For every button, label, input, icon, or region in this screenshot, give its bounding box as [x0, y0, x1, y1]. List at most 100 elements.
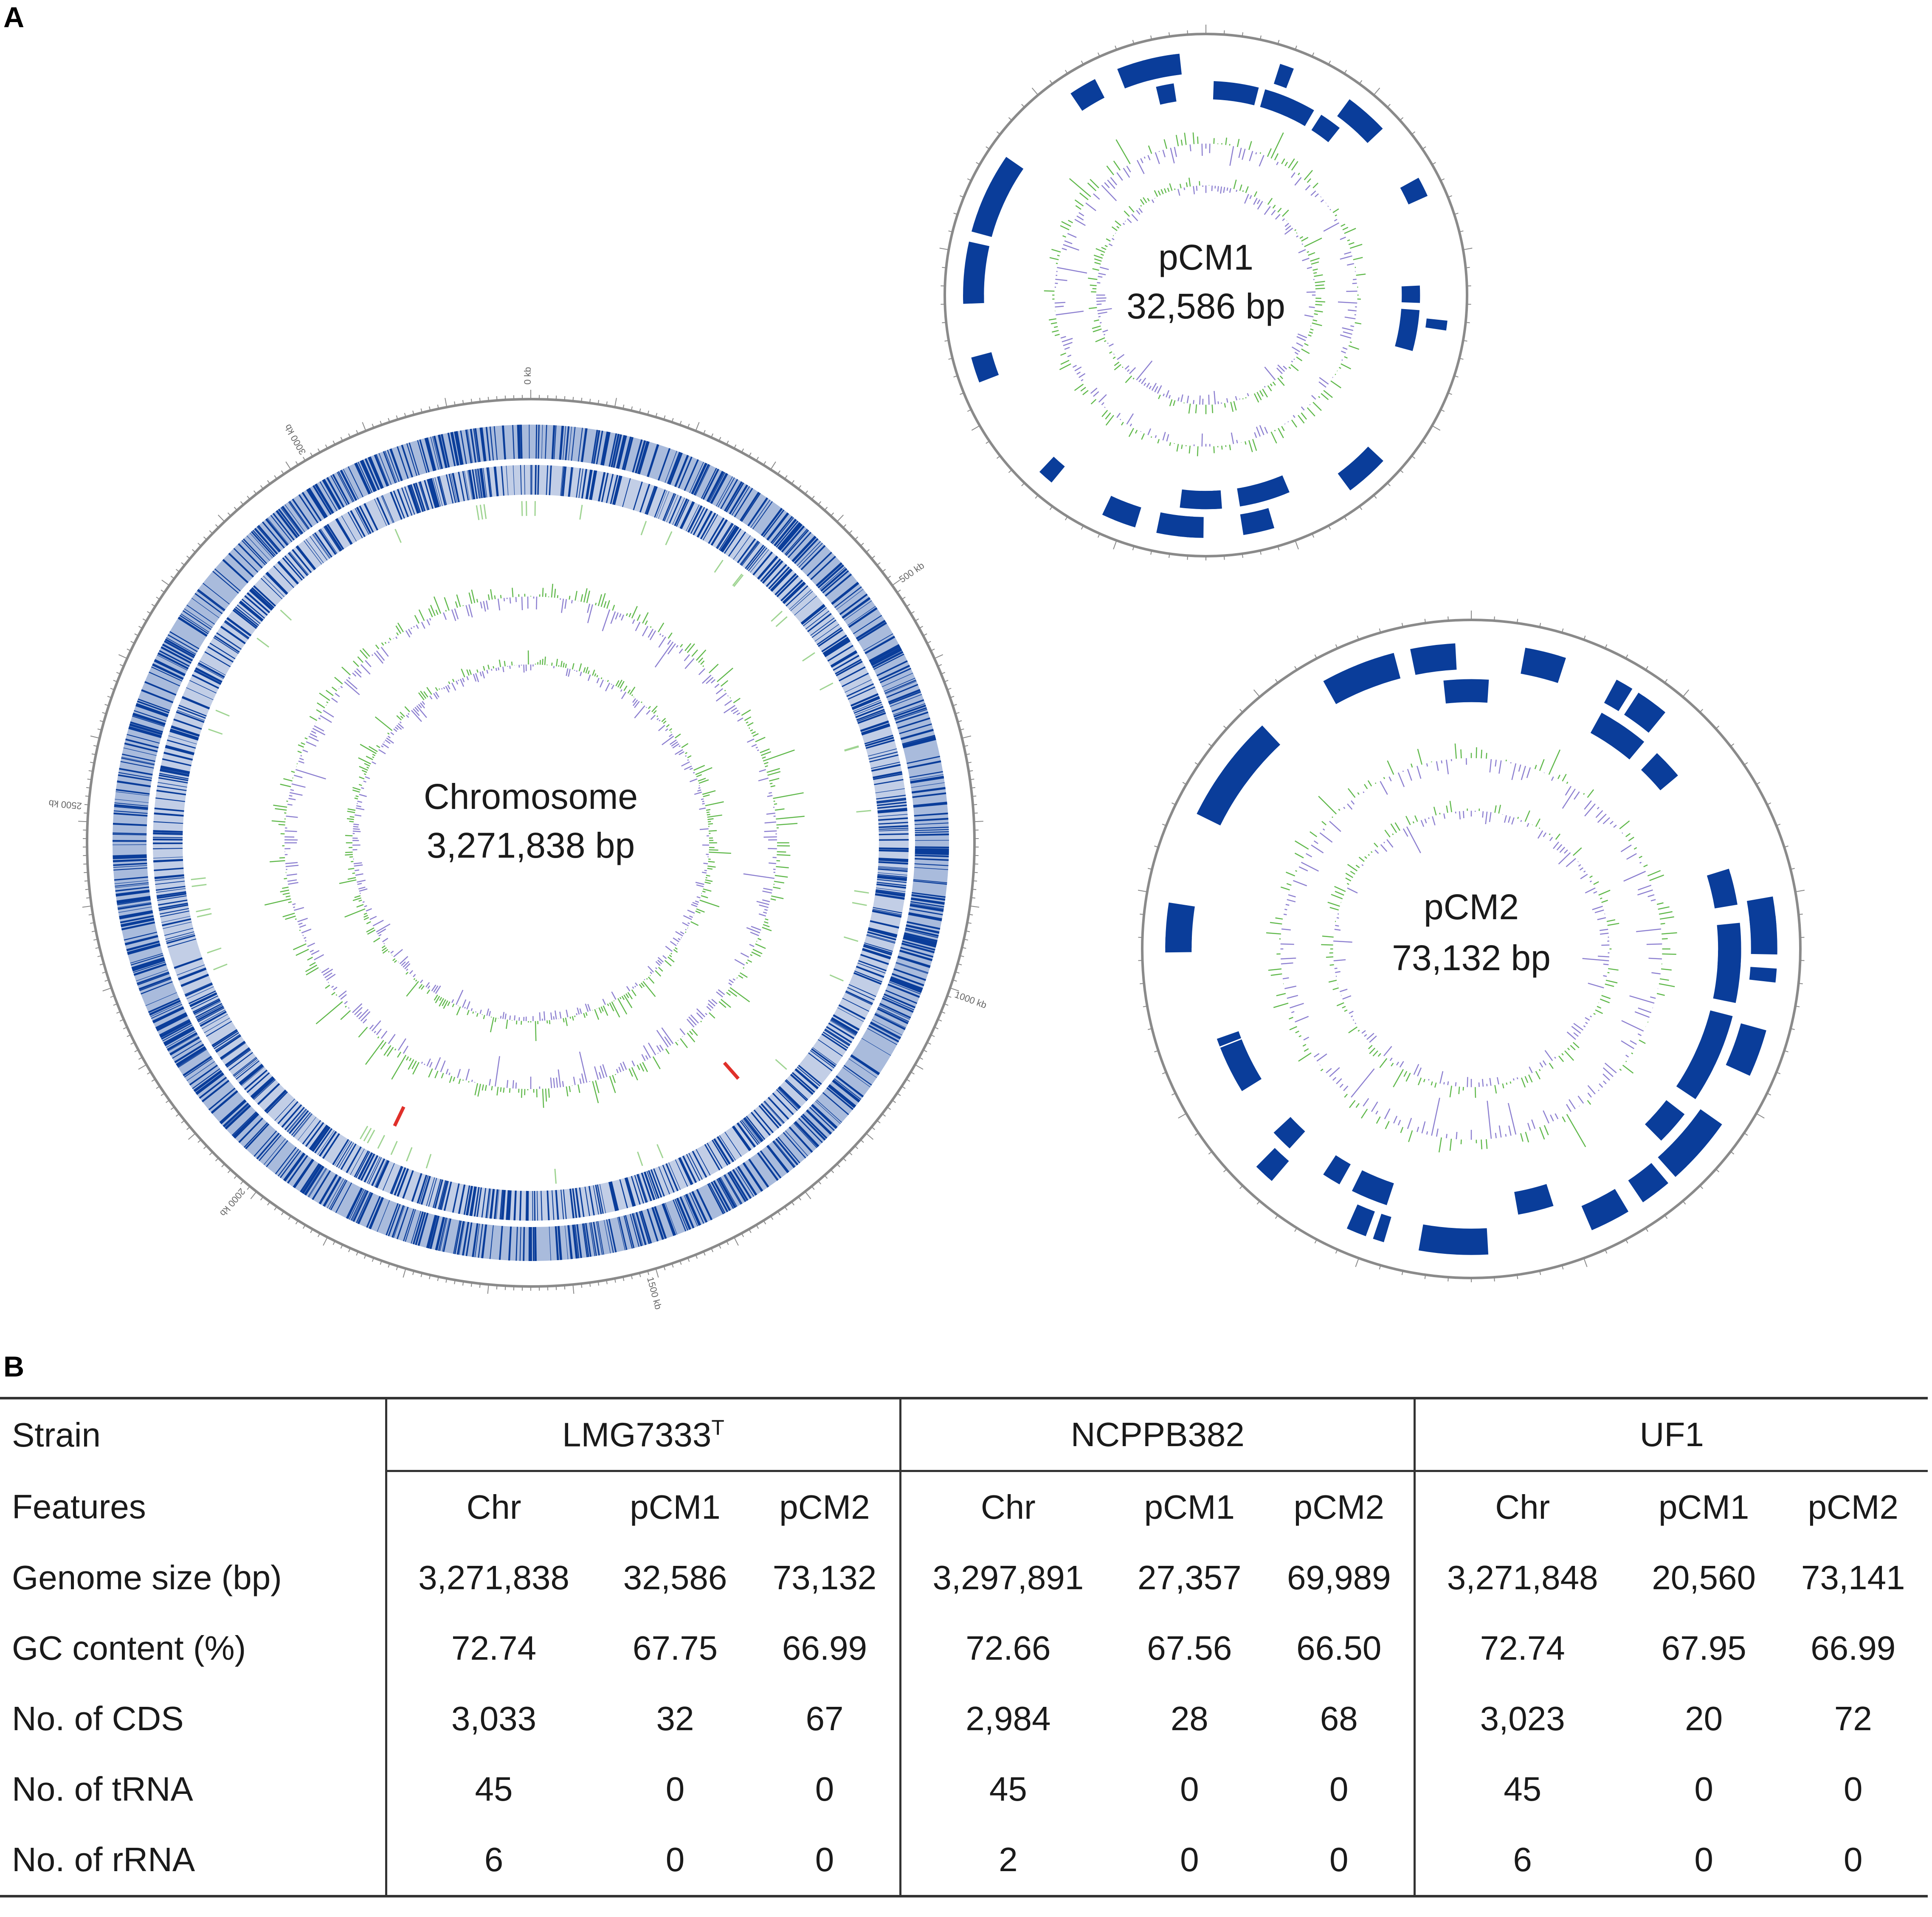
pcm2-cds-block [1443, 679, 1489, 704]
pcm1-cds-block [1156, 83, 1177, 105]
pcm1-cds-block [1237, 477, 1285, 507]
feature-value-cell: 66.99 [1811, 1629, 1896, 1667]
feature-value-cell: 66.99 [749, 1613, 902, 1683]
feature-value-cell: 6 [1414, 1824, 1629, 1897]
pcm1-gc-content-positive [1044, 132, 1366, 456]
pcm2-cds-block [1352, 1170, 1394, 1205]
feature-value-cell: 69,989 [1264, 1543, 1416, 1613]
chromosome-gc-skew-positive [339, 650, 731, 1041]
feature-value-cell: 3,297,891 [932, 1559, 1084, 1596]
chromosome-rrna-marker [393, 1106, 406, 1127]
pcm1-cds-block [1400, 177, 1428, 205]
chromosome-name: Chromosome [424, 777, 638, 816]
feature-value-cell: 0 [749, 1824, 902, 1897]
feature-value-cell: 0 [1264, 1754, 1416, 1824]
chromosome-trna-markers [191, 501, 871, 1184]
column-header: pCM2 [749, 1471, 902, 1543]
pcm1-scale-ticks [939, 25, 1473, 560]
pcm2-cds-block [1418, 1224, 1489, 1255]
feature-label: No. of tRNA [0, 1754, 387, 1824]
pcm2-cds-block [1410, 643, 1457, 675]
feature-label: No. of rRNA [0, 1824, 387, 1897]
column-header: pCM2 [1808, 1488, 1898, 1526]
chromosome-gc-content-negative [284, 596, 777, 1089]
chromosome-rrna-marker [723, 1061, 740, 1080]
pcm1-tracks [939, 25, 1473, 560]
feature-value-cell: 0 [1694, 1770, 1713, 1808]
column-header: pCM1 [630, 1488, 721, 1526]
feature-value-cell: 72.66 [966, 1629, 1051, 1667]
column-header: Chr [466, 1488, 521, 1526]
feature-row: No. of tRNA 45 0 0 45 0 0 45 0 0 [0, 1754, 1928, 1824]
pcm1-cds-block [1425, 318, 1448, 331]
feature-value-cell: 66.50 [1264, 1613, 1416, 1683]
feature-value-cell: 72 [1834, 1700, 1872, 1737]
chromosome-size: 3,271,838 bp [427, 825, 635, 865]
pcm1-gc-content-negative [1054, 144, 1357, 447]
strain-header-row: Strain LMG7333T NCPPB382 UF1 [0, 1397, 1928, 1472]
pcm1-cds-block [1395, 309, 1420, 351]
pcm2-name: pCM2 [1424, 887, 1519, 927]
feature-value-cell: 28 [1170, 1700, 1208, 1737]
pcm2-cds-block [1604, 679, 1633, 711]
feature-row: No. of CDS 3,033 32 67 2,984 28 68 3,023 20 72 [0, 1683, 1928, 1754]
feature-label: GC content (%) [0, 1613, 387, 1683]
feature-row: Genome size (bp) 3,271,838 32,586 73,132 3,2… [0, 1543, 1928, 1613]
feature-value-cell: 0 [1115, 1824, 1265, 1897]
pcm2-cds-block [1537, 651, 1566, 683]
feature-value-cell: 67.95 [1661, 1629, 1746, 1667]
feature-value-cell: 0 [1180, 1770, 1199, 1808]
pcm1-cds-block [1177, 515, 1204, 538]
pcm2-cds-block [1629, 696, 1665, 733]
feature-value-cell: 0 [1778, 1824, 1928, 1897]
feature-value-cell: 0 [1264, 1824, 1416, 1897]
pcm2-cds-block [1165, 902, 1195, 948]
panel-a-label: A [3, 1, 25, 34]
feature-value-cell: 32 [656, 1700, 694, 1737]
pcm2-cds-block [1641, 753, 1678, 790]
pcm2-gc-skew-negative [1333, 811, 1610, 1087]
chromosome-position-label: 2000 kb [218, 1186, 248, 1219]
feature-value-cell: 0 [1629, 1824, 1779, 1897]
feature-value-cell: 20 [1685, 1700, 1723, 1737]
pcm2-cds-block [1707, 869, 1738, 909]
pcm2-cds-block [1373, 1213, 1391, 1242]
pcm1-cds-block [1267, 92, 1294, 117]
pcm2-cds-block [1357, 653, 1401, 690]
feature-value-cell: 67.56 [1147, 1629, 1232, 1667]
chromosome-gc-content-positive [264, 583, 805, 1108]
feature-value-cell: 67.75 [632, 1629, 718, 1667]
pcm1-cds-block [963, 242, 990, 300]
feature-label: Genome size (bp) [0, 1543, 387, 1613]
genome-features-table-wrap: Strain LMG7333T NCPPB382 UF1 Features Ch… [0, 1397, 1932, 1917]
pcm1-cds-block [1039, 456, 1065, 483]
pcm1-cds-block [1070, 79, 1105, 111]
feature-value-cell: 20,560 [1652, 1559, 1756, 1596]
strain-header-ncppb382: NCPPB382 [900, 1397, 1416, 1472]
pcm2-cds-block [1273, 1117, 1305, 1149]
type-strain-superscript: T [711, 1415, 724, 1439]
column-header: pCM1 [1658, 1488, 1749, 1526]
strain-name: LMG7333 [562, 1416, 712, 1454]
feature-value-cell: 73,132 [749, 1543, 902, 1613]
pcm2-cds-block [1590, 712, 1645, 760]
genome-maps: 0 kb 500 kb 1000 kb 1500 kb 2000 kb 2500 kb 30… [48, 25, 1805, 1311]
chromosome-position-label: 1500 kb [645, 1276, 664, 1311]
pcm2-gc-content-positive [1266, 743, 1677, 1153]
strain-label: Strain [0, 1397, 387, 1471]
pcm2-cds-block [1749, 967, 1777, 983]
pcm1-map: pCM1 32,586 bp [939, 25, 1473, 560]
pcm1-cds-block [971, 352, 999, 383]
feature-value-cell: 45 [475, 1770, 513, 1808]
pcm2-cds-block [1521, 647, 1543, 677]
pcm2-gc-skew-positive [1321, 801, 1619, 1098]
pcm2-cds-block [1220, 1039, 1262, 1091]
strain-name: NCPPB382 [1070, 1416, 1245, 1453]
chromosome-position-label: 500 kb [897, 560, 926, 585]
feature-value-cell: 2,984 [966, 1700, 1051, 1737]
feature-row: GC content (%) 72.74 67.75 66.99 72.66 67.56 6… [0, 1613, 1928, 1683]
feature-value-cell: 45 [1504, 1770, 1542, 1808]
feature-value-cell: 68 [1264, 1683, 1416, 1754]
chromosome-position-label: 2500 kb [48, 798, 82, 811]
pcm1-cds-block [972, 182, 1010, 237]
